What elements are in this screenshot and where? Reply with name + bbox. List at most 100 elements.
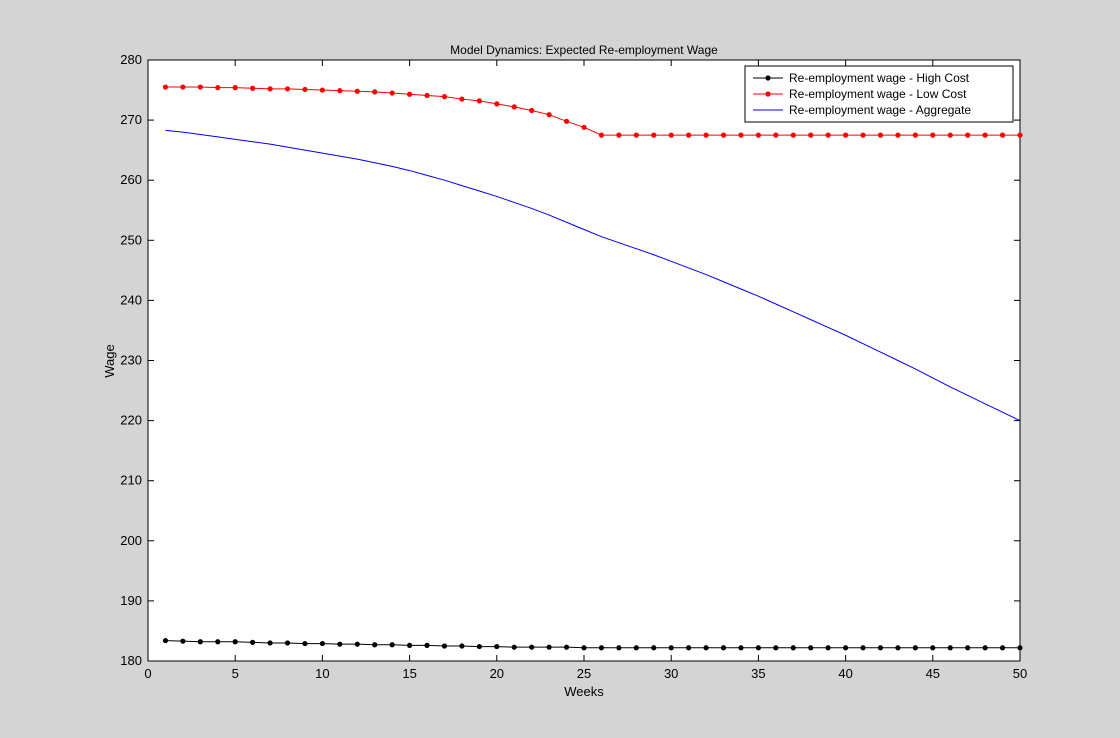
data-point bbox=[389, 642, 395, 648]
data-point bbox=[755, 132, 762, 138]
data-point bbox=[633, 132, 639, 138]
data-point bbox=[529, 107, 535, 114]
plot-area bbox=[147, 59, 1021, 662]
data-point bbox=[1017, 645, 1023, 651]
data-point bbox=[581, 124, 587, 130]
x-tick-label: 15 bbox=[402, 666, 416, 681]
legend-item: Re-employment wage - Low Cost bbox=[753, 87, 967, 101]
data-point bbox=[1017, 132, 1023, 138]
legend-label: Re-employment wage - Aggregate bbox=[789, 103, 971, 117]
data-point bbox=[302, 86, 308, 93]
legend-box bbox=[744, 65, 1014, 123]
data-point bbox=[197, 84, 203, 90]
y-tick-label: 220 bbox=[120, 413, 142, 428]
data-point bbox=[511, 104, 517, 110]
data-point bbox=[441, 94, 448, 100]
data-point bbox=[808, 645, 814, 651]
x-tick-label: 20 bbox=[490, 666, 504, 681]
data-point bbox=[686, 645, 692, 651]
data-point bbox=[930, 645, 936, 651]
data-point bbox=[337, 88, 343, 94]
data-point bbox=[773, 132, 779, 138]
data-point bbox=[965, 132, 971, 138]
x-tick-label: 35 bbox=[751, 666, 765, 681]
data-point bbox=[354, 641, 360, 647]
x-axis-label: Weeks bbox=[564, 684, 604, 699]
data-point bbox=[598, 645, 605, 651]
data-point bbox=[773, 645, 779, 651]
y-tick-label: 250 bbox=[120, 232, 142, 247]
data-point bbox=[372, 89, 378, 95]
y-tick-label: 280 bbox=[120, 52, 142, 67]
data-point bbox=[389, 90, 395, 96]
data-point bbox=[250, 639, 256, 645]
data-point bbox=[825, 132, 831, 138]
data-point bbox=[686, 132, 692, 138]
data-point bbox=[633, 645, 639, 651]
data-point bbox=[616, 645, 622, 651]
x-tick-label: 50 bbox=[1013, 666, 1027, 681]
data-point bbox=[581, 645, 587, 651]
data-point bbox=[563, 118, 570, 124]
x-tick-label: 5 bbox=[232, 666, 239, 681]
data-point bbox=[755, 645, 762, 651]
data-point bbox=[319, 87, 325, 93]
series-line bbox=[165, 640, 1020, 649]
y-tick-label: 180 bbox=[120, 653, 142, 668]
series-line bbox=[165, 129, 1021, 422]
series-2 bbox=[162, 84, 1023, 138]
x-tick-label: 30 bbox=[664, 666, 678, 681]
data-point bbox=[494, 101, 500, 107]
data-point bbox=[459, 643, 465, 649]
data-point bbox=[790, 132, 796, 138]
data-point bbox=[162, 637, 169, 644]
data-point bbox=[215, 85, 221, 91]
data-point bbox=[424, 642, 430, 648]
data-point bbox=[407, 91, 413, 97]
series-layer bbox=[162, 84, 1023, 651]
data-point bbox=[284, 640, 291, 646]
y-tick-label: 200 bbox=[120, 533, 142, 548]
data-point bbox=[284, 86, 291, 92]
data-point bbox=[197, 639, 203, 645]
data-point bbox=[598, 132, 605, 138]
data-point bbox=[982, 132, 988, 138]
data-point bbox=[843, 645, 849, 651]
data-point bbox=[930, 132, 936, 138]
data-point bbox=[668, 645, 674, 651]
data-point bbox=[563, 644, 570, 650]
data-point bbox=[476, 643, 482, 650]
data-point bbox=[843, 132, 849, 138]
data-point bbox=[651, 132, 657, 138]
chart-title: Model Dynamics: Expected Re-employment W… bbox=[450, 43, 718, 57]
series-3 bbox=[165, 129, 1021, 422]
data-point bbox=[232, 85, 238, 91]
data-point bbox=[808, 132, 814, 138]
data-point bbox=[825, 645, 831, 651]
y-tick-label: 210 bbox=[120, 473, 142, 488]
data-point bbox=[529, 644, 535, 650]
y-tick-label: 260 bbox=[120, 172, 142, 187]
data-point bbox=[546, 644, 552, 650]
axis-ticks: 0 5 10 15 20 25 30 35 40 45 50 180 190 200 210 220 230 24… bbox=[120, 52, 1027, 681]
x-tick-label: 25 bbox=[577, 666, 591, 681]
data-point bbox=[703, 645, 709, 651]
data-point bbox=[895, 132, 901, 138]
data-point bbox=[319, 640, 325, 647]
data-point bbox=[354, 88, 360, 94]
data-point bbox=[337, 641, 343, 647]
data-point bbox=[215, 639, 221, 645]
data-point bbox=[999, 132, 1006, 138]
data-point bbox=[860, 132, 866, 138]
data-point bbox=[180, 84, 186, 90]
data-point bbox=[999, 645, 1006, 651]
x-tick-label: 0 bbox=[144, 666, 151, 681]
y-tick-label: 270 bbox=[120, 112, 142, 127]
data-point bbox=[738, 132, 744, 138]
data-point bbox=[860, 645, 866, 651]
data-point bbox=[720, 132, 727, 138]
y-tick-label: 240 bbox=[120, 292, 142, 307]
data-point bbox=[511, 644, 517, 650]
data-point bbox=[877, 645, 884, 651]
